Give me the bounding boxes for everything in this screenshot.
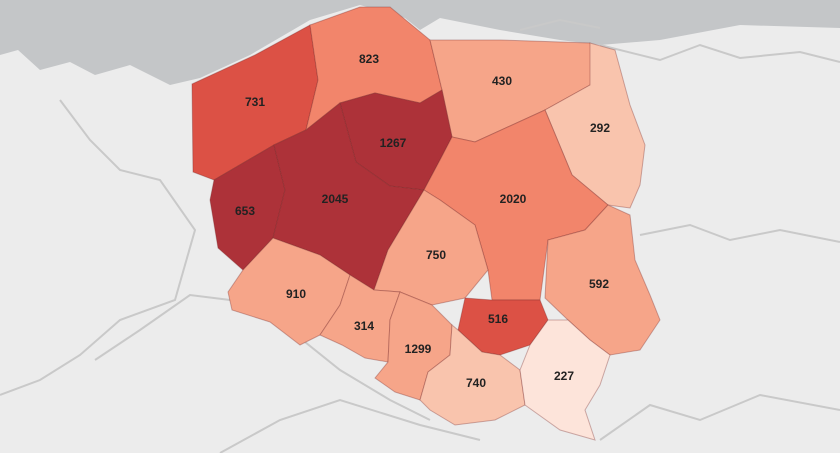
sea-area [0,0,840,85]
label-opolskie: 314 [354,319,374,333]
region-podlaskie[interactable] [544,42,646,209]
voivodeships [191,6,661,441]
label-pomorskie: 823 [359,52,379,66]
region-malopolskie[interactable] [419,323,526,426]
border-lithuania [599,43,840,63]
label-swietokrzyskie: 516 [488,312,508,326]
label-podkarpackie: 227 [554,369,574,383]
label-slaskie: 1299 [405,342,432,356]
border-kaliningrad [519,18,601,31]
region-labels: 731 823 430 292 1267 653 2045 2020 750 5… [235,52,610,390]
label-kujawsko-pomorskie: 1267 [380,136,407,150]
region-podkarpackie[interactable] [519,319,611,441]
border-south [219,398,481,453]
label-lodzkie: 750 [426,248,446,262]
label-zachodniopomorskie: 731 [245,95,265,109]
label-podlaskie: 292 [590,121,610,135]
label-lubuskie: 653 [235,204,255,218]
border-belarus [639,223,840,243]
label-dolnoslaskie: 910 [286,287,306,301]
label-malopolskie: 740 [466,376,486,390]
region-opolskie[interactable] [319,274,401,363]
label-warminsko-mazurskie: 430 [492,74,512,88]
label-wielkopolskie: 2045 [322,192,349,206]
border-germany [0,99,197,396]
region-lodzkie[interactable] [373,189,489,306]
label-mazowieckie: 2020 [500,192,527,206]
label-lubelskie: 592 [589,277,609,291]
border-ukraine [599,393,840,441]
